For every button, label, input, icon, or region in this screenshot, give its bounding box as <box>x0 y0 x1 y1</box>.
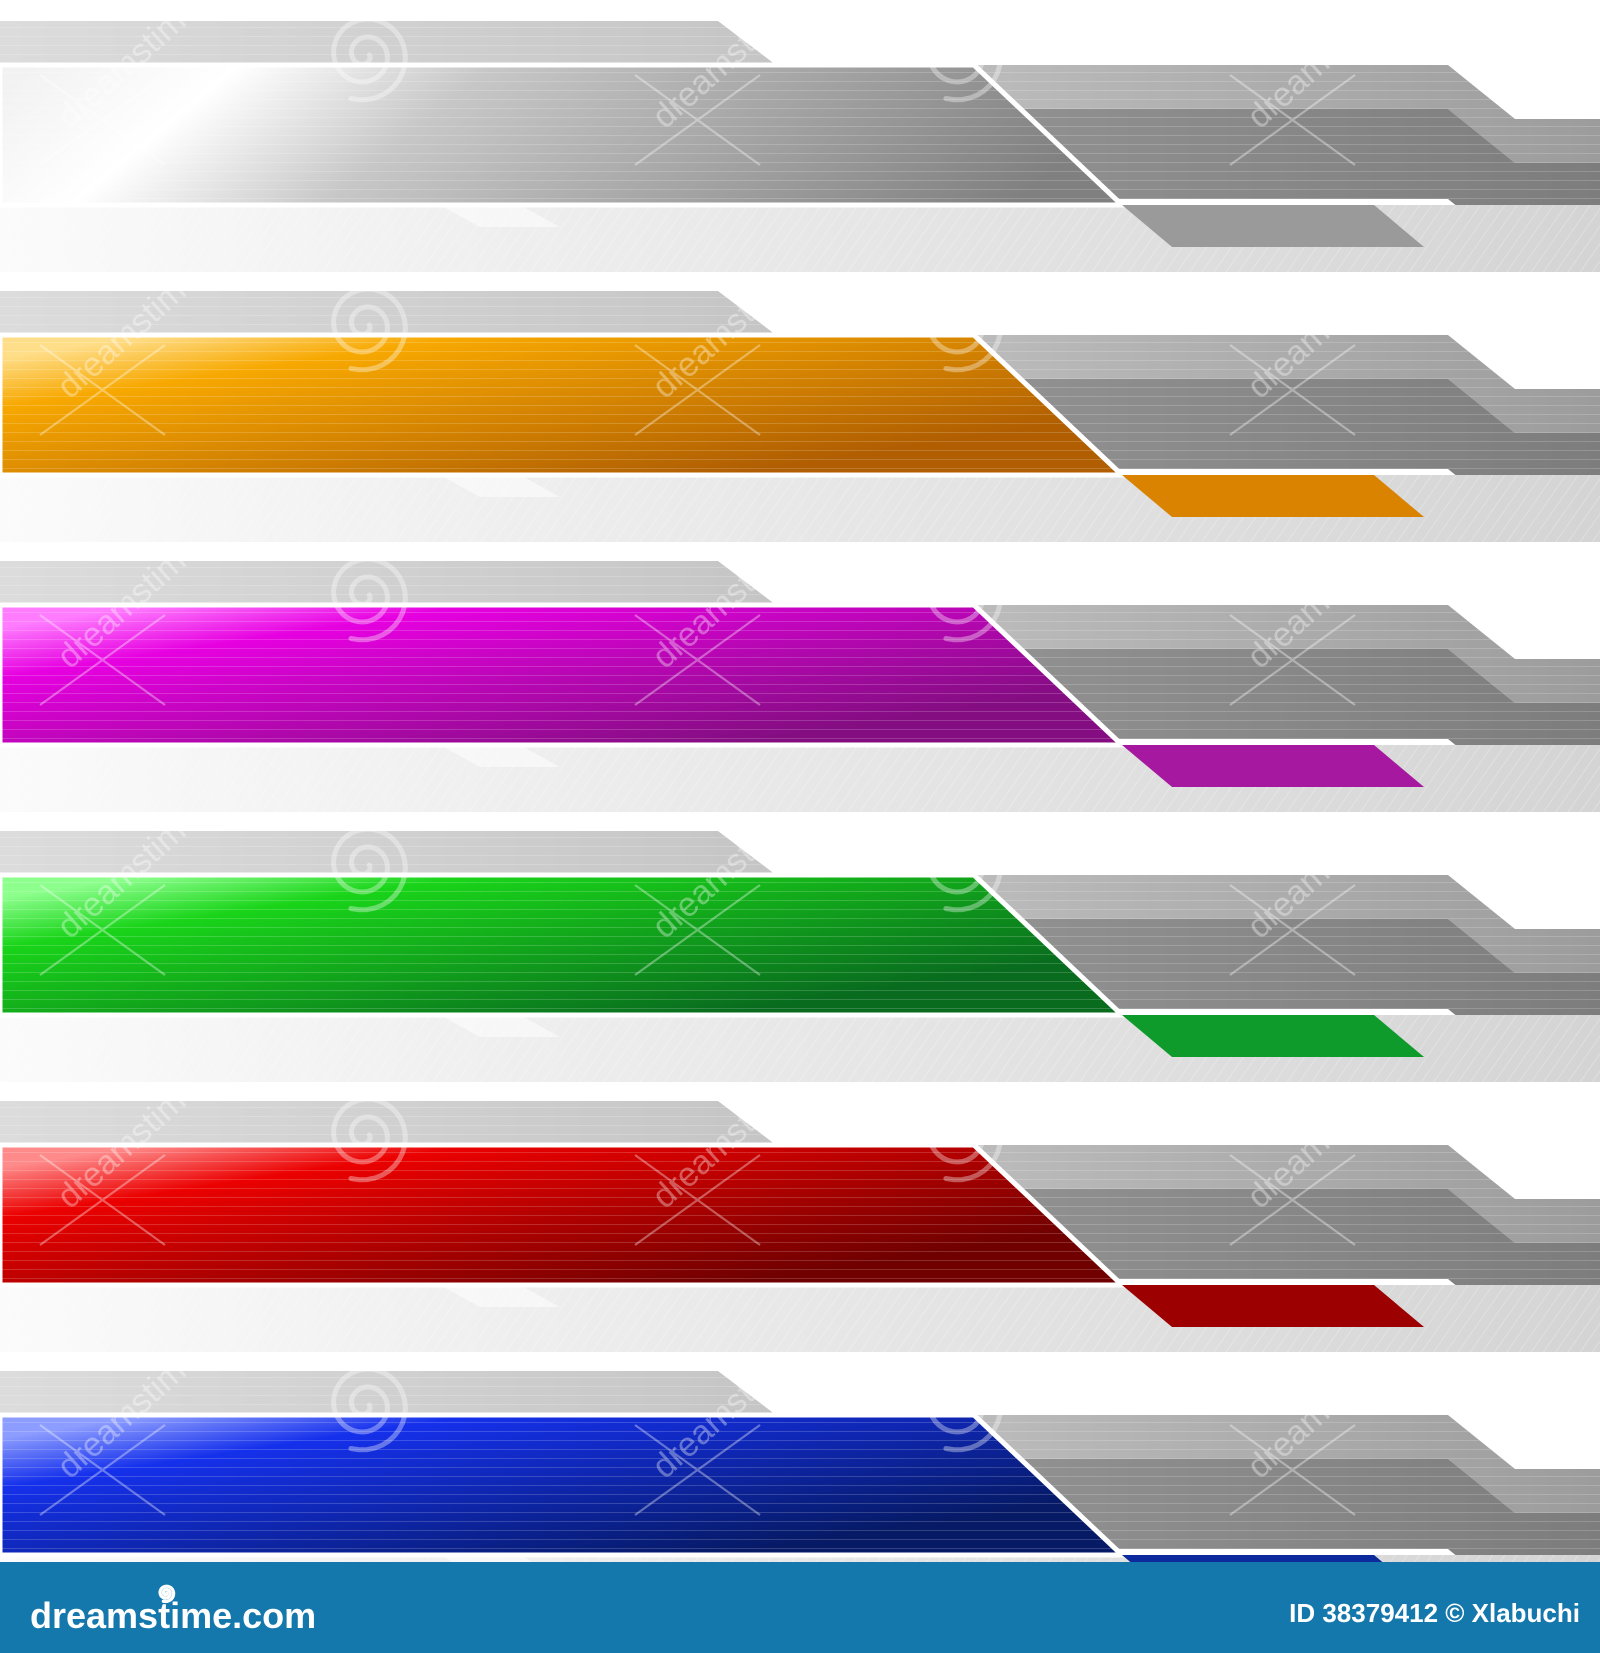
svg-text:dreamstime.com: dreamstime.com <box>30 1595 316 1636</box>
svg-text:ID 38379412 © Xlabuchi: ID 38379412 © Xlabuchi <box>1289 1598 1580 1628</box>
